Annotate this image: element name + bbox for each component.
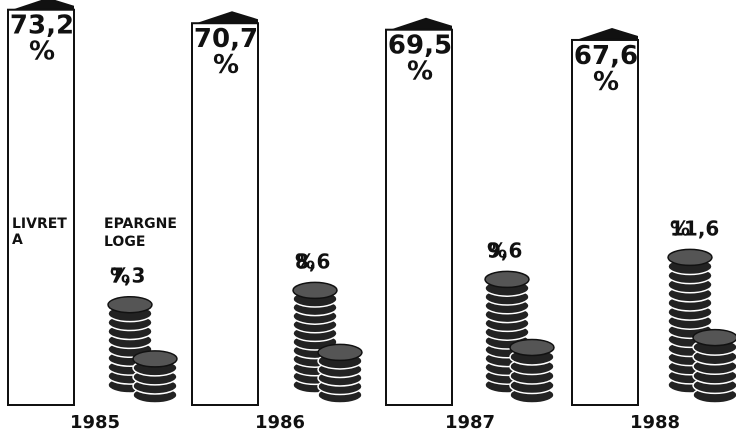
booklet-value-label: 69,5% (388, 31, 452, 87)
coin-top (692, 328, 736, 347)
coin-value-label: 9,6% (487, 238, 522, 262)
coin-stack (484, 270, 555, 404)
booklet-value-label: 70,7% (194, 24, 258, 80)
year-label: 1986 (255, 412, 305, 433)
coin-value-label: 11,6% (670, 216, 719, 240)
coin-top (667, 248, 713, 267)
year-label: 1985 (70, 412, 120, 433)
booklet (385, 28, 453, 406)
legend-epargne: EPARGNE LOGE (104, 216, 177, 250)
legend-livret: LIVRET A (12, 216, 67, 248)
coin-value-label: 7,3% (110, 264, 145, 288)
booklet-tab (576, 27, 638, 40)
booklet-tab (12, 0, 74, 10)
booklet-tab (390, 17, 452, 30)
coin-top (132, 350, 178, 368)
coin-top (484, 270, 530, 289)
booklet (571, 38, 639, 407)
coin-top (509, 338, 555, 357)
year-label: 1988 (630, 412, 680, 433)
coin-stack (292, 281, 363, 404)
coin-stack (667, 248, 736, 404)
booklet-value-label: 73,2% (10, 11, 74, 67)
coin-stack (107, 295, 178, 404)
booklet-tab (196, 11, 258, 24)
coin-value-label: 8,6% (295, 249, 330, 273)
year-label: 1987 (445, 412, 495, 433)
coin-top (317, 343, 363, 362)
booklet (191, 22, 259, 406)
coin-top (292, 281, 338, 300)
booklet-value-label: 67,6% (574, 41, 638, 97)
booklet (7, 8, 75, 406)
coin-top (107, 295, 153, 314)
